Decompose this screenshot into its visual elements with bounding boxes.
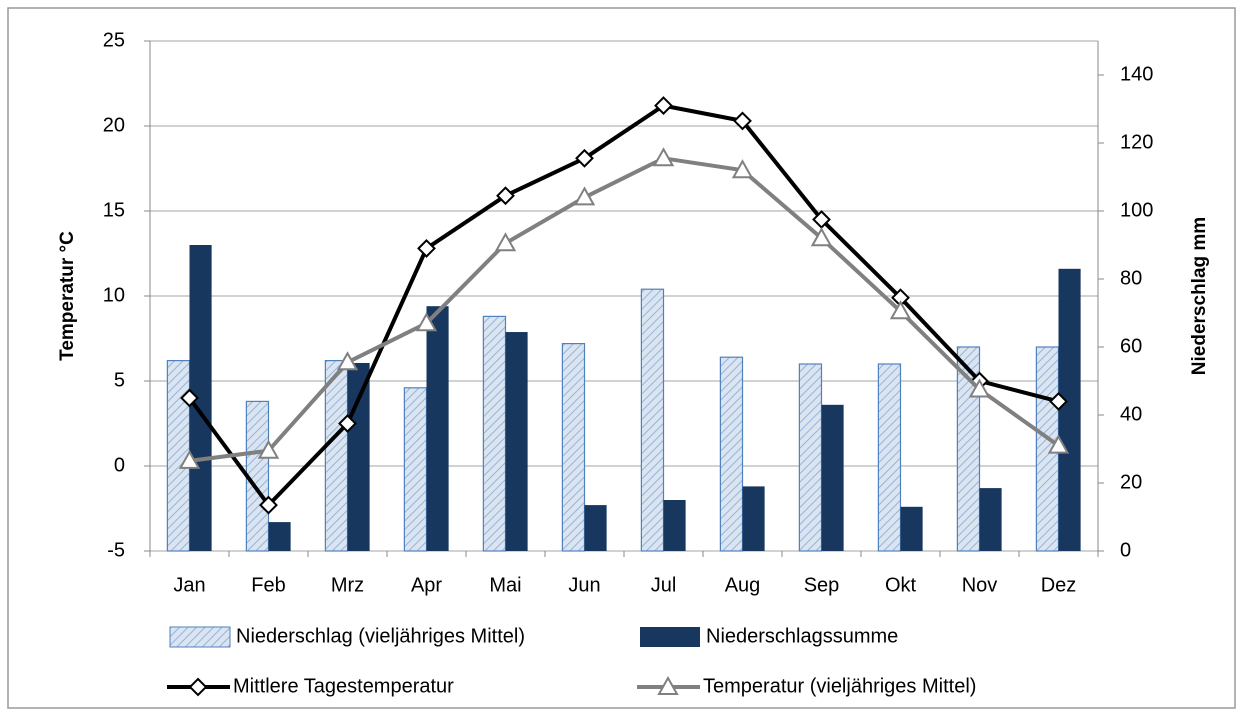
y-tick-label: 0: [114, 454, 125, 476]
y2-tick-label: 60: [1120, 335, 1142, 357]
x-tick-label: Jan: [173, 574, 205, 596]
y2-tick-label: 40: [1120, 403, 1142, 425]
line-marker: [652, 147, 675, 167]
y2-tick-label: 100: [1120, 199, 1153, 221]
y-tick-label: 20: [103, 114, 125, 136]
bar: [1058, 268, 1081, 551]
bar: [324, 360, 349, 552]
x-tick-label: Mrz: [331, 574, 364, 596]
y2-tick-label: 80: [1120, 267, 1142, 289]
line-marker: [1047, 434, 1070, 454]
x-tick-label: Dez: [1041, 574, 1077, 596]
bar: [798, 363, 823, 552]
bar: [900, 506, 923, 551]
line-marker: [496, 186, 515, 206]
x-tick-label: Aug: [725, 574, 761, 596]
y2-axis-title: Niederschlag mm: [1189, 217, 1210, 375]
legend-marker: [657, 675, 679, 695]
bar: [719, 356, 744, 552]
bar: [663, 500, 686, 551]
y-tick-label: 10: [103, 284, 125, 306]
line: [189, 156, 1060, 463]
legend-swatch: [640, 627, 700, 647]
bar: [821, 404, 844, 551]
bar: [347, 362, 370, 551]
line-marker: [336, 351, 359, 371]
line-marker: [889, 300, 912, 320]
legend-swatch: [169, 626, 231, 648]
line-marker: [968, 378, 991, 398]
line-marker: [733, 111, 752, 131]
bar: [956, 346, 981, 552]
y2-tick-label: 0: [1120, 539, 1131, 561]
line: [187, 103, 1060, 508]
bar: [561, 343, 586, 552]
bar: [505, 332, 528, 551]
line-marker: [415, 312, 438, 332]
legend-marker: [188, 677, 208, 697]
legend-label: Mittlere Tagestemperatur: [233, 675, 454, 697]
legend-label: Niederschlagssumme: [706, 625, 898, 647]
y-axis-title: Temperatur °C: [57, 231, 78, 361]
chart-frame: [7, 7, 1236, 709]
bar: [584, 505, 607, 551]
x-tick-label: Jul: [651, 574, 677, 596]
bar: [979, 488, 1002, 551]
bar: [245, 400, 270, 552]
x-tick-label: Okt: [885, 574, 917, 596]
line-marker: [1049, 391, 1068, 411]
line-marker: [575, 148, 594, 168]
bar: [426, 306, 449, 551]
x-tick-label: Apr: [411, 574, 442, 596]
line-marker: [654, 96, 673, 116]
line-marker: [417, 238, 436, 258]
x-tick-label: Sep: [804, 574, 840, 596]
line-marker: [494, 232, 517, 252]
line-marker: [257, 439, 280, 459]
legend-label: Temperatur (vieljähriges Mittel): [703, 675, 976, 697]
bar: [640, 288, 665, 552]
bar: [742, 486, 765, 551]
y-tick-label: 15: [103, 199, 125, 221]
line-marker: [810, 227, 833, 247]
y-tick-label: 5: [114, 369, 125, 391]
line-marker: [259, 495, 278, 515]
line-marker: [573, 186, 596, 206]
bar: [403, 387, 428, 552]
line-marker: [731, 159, 754, 179]
bar: [268, 522, 291, 551]
bar: [189, 245, 212, 551]
y2-tick-label: 140: [1120, 63, 1153, 85]
line-marker: [178, 449, 201, 469]
y2-tick-label: 20: [1120, 471, 1142, 493]
line-marker: [338, 414, 357, 433]
x-tick-label: Jun: [568, 574, 600, 596]
y-tick-label: 25: [103, 29, 125, 51]
line-marker: [180, 388, 199, 408]
y2-tick-label: 120: [1120, 131, 1153, 153]
legend-label: Niederschlag (vieljähriges Mittel): [236, 625, 525, 647]
bar: [482, 315, 507, 552]
x-tick-label: Mai: [489, 574, 521, 596]
x-tick-label: Feb: [251, 574, 285, 596]
x-tick-label: Nov: [962, 574, 998, 596]
bar: [877, 363, 902, 552]
y-tick-label: -5: [107, 539, 125, 561]
